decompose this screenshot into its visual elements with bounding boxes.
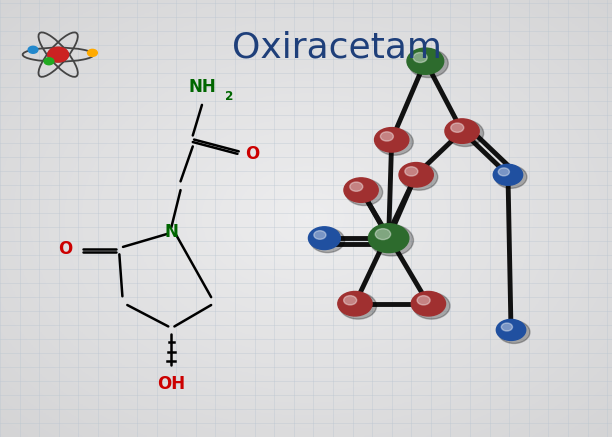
Circle shape <box>501 323 512 331</box>
Circle shape <box>344 296 357 305</box>
Circle shape <box>310 228 345 253</box>
Circle shape <box>405 167 418 176</box>
Circle shape <box>88 49 97 56</box>
Circle shape <box>493 164 523 185</box>
Circle shape <box>445 119 479 143</box>
Circle shape <box>340 293 376 319</box>
Circle shape <box>447 120 483 146</box>
Circle shape <box>417 296 430 305</box>
Circle shape <box>409 49 448 77</box>
Circle shape <box>376 129 413 155</box>
Text: N: N <box>165 222 178 241</box>
Circle shape <box>498 168 509 176</box>
Circle shape <box>381 132 394 141</box>
Text: O: O <box>245 145 259 163</box>
Circle shape <box>48 47 69 62</box>
Circle shape <box>495 166 527 188</box>
Circle shape <box>375 229 390 239</box>
Circle shape <box>399 163 433 187</box>
Circle shape <box>413 52 427 62</box>
Circle shape <box>411 291 446 316</box>
Circle shape <box>28 46 38 53</box>
Text: 2: 2 <box>225 90 234 103</box>
Circle shape <box>368 224 409 253</box>
Circle shape <box>370 225 414 256</box>
Text: NH: NH <box>188 78 216 96</box>
Circle shape <box>346 179 382 205</box>
Text: O: O <box>58 240 72 258</box>
Circle shape <box>344 178 378 202</box>
Circle shape <box>308 227 340 250</box>
Circle shape <box>375 128 409 152</box>
Circle shape <box>314 231 326 239</box>
Circle shape <box>401 164 438 190</box>
Circle shape <box>496 319 526 340</box>
Text: OH: OH <box>157 375 185 392</box>
Circle shape <box>451 123 464 132</box>
Circle shape <box>498 321 530 343</box>
Circle shape <box>413 293 450 319</box>
Circle shape <box>407 48 444 74</box>
Circle shape <box>44 58 54 65</box>
Text: Oxiracetam: Oxiracetam <box>231 31 442 65</box>
Circle shape <box>350 182 363 191</box>
Circle shape <box>338 291 372 316</box>
